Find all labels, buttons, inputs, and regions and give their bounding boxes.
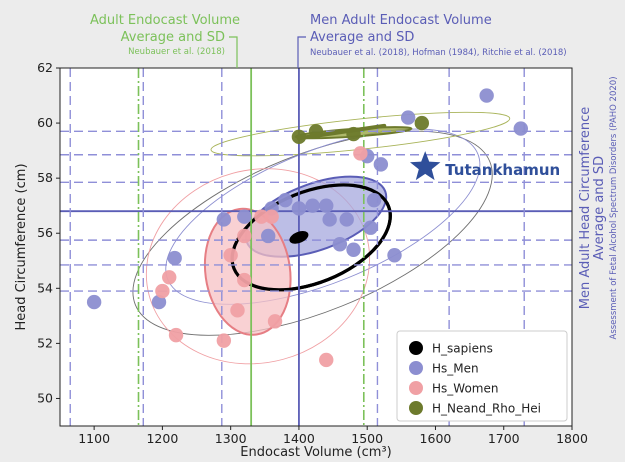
legend-entries: H_sapiens Hs_Men Hs_Women H_Neand_Rho_Hei [409, 341, 541, 416]
x-tick-label: 1300 [215, 431, 247, 446]
axis-ticks: 1100 1200 1300 1400 1500 1600 1700 1800 50 52 54 56… [37, 60, 588, 446]
x-tick-label: 1200 [146, 431, 178, 446]
point-hs-men [261, 228, 276, 244]
point-hs-men [387, 248, 402, 263]
x-tick-label: 1800 [556, 431, 588, 446]
adult-annotation-line1: Adult Endocast Volume [90, 13, 240, 28]
point-hs-men [400, 110, 416, 125]
y-axis-label: Head Circumference (cm) [14, 163, 29, 330]
y-tick-label: 56 [37, 225, 53, 240]
men-annotation-line2: Average and SD [310, 30, 414, 45]
point-hs-men [151, 294, 167, 310]
y-tick-label: 60 [37, 115, 53, 130]
point-hs-women [230, 303, 245, 318]
right-annotation-ref: Assessment of Fetal Alcohol Spectrum Dis… [609, 76, 619, 339]
sd-ellipse-hs-women-2sd [145, 168, 371, 365]
point-hs-women [353, 146, 368, 161]
right-annotation-line2: Average and SD [592, 156, 607, 260]
x-tick-label: 1400 [283, 431, 315, 446]
point-hs-women [155, 283, 170, 299]
tutankhamun-marker: Tutankhamun [410, 151, 560, 181]
point-hs-women [254, 209, 269, 224]
point-h-sapiens-mean [289, 231, 309, 244]
point-hs-women [162, 270, 177, 285]
point-hs-women [168, 327, 184, 343]
data-points [86, 88, 528, 368]
sd-ellipse-h-sapiens-outline [230, 183, 392, 292]
point-hs-women [264, 209, 279, 224]
x-tick-label: 1500 [351, 431, 383, 446]
x-tick-label: 1100 [78, 431, 110, 446]
men-endocast-annotation: Men Adult Endocast Volume Average and SD… [297, 13, 567, 68]
tutankhamun-label: Tutankhamun [445, 161, 560, 179]
tutankhamun-star-icon [410, 151, 441, 181]
point-hs-men [513, 121, 528, 136]
x-tick-label: 1700 [488, 431, 520, 446]
legend-label-hs-women: Hs_Women [432, 382, 498, 396]
y-tick-label: 52 [37, 335, 53, 350]
adult-annotation-ref: Neubauer et al. (2018) [128, 47, 225, 57]
legend-label-h-sapiens: H_sapiens [432, 342, 493, 356]
right-annotation-line1: Men Adult Head Circumference [578, 107, 593, 310]
adult-annotation-line2: Average and SD [121, 30, 225, 45]
point-hs-men [237, 209, 252, 224]
point-hs-men [339, 212, 354, 227]
point-hs-men [332, 237, 348, 252]
y-tick-label: 58 [37, 170, 53, 185]
point-hs-men [291, 201, 307, 216]
point-hs-women [319, 352, 334, 368]
legend: H_sapiens Hs_Men Hs_Women H_Neand_Rho_Hei [396, 330, 568, 422]
point-hs-men [167, 250, 182, 266]
legend-marker-h-sapiens [409, 341, 423, 355]
point-hs-men [86, 294, 102, 310]
point-hs-men [278, 192, 293, 208]
x-tick-label: 1600 [420, 431, 452, 446]
legend-marker-hs-women [409, 381, 423, 395]
legend-box [396, 330, 568, 422]
legend-label-hs-men: Hs_Men [432, 362, 479, 376]
y-tick-label: 54 [37, 280, 53, 295]
point-hs-men [366, 192, 382, 208]
y-tick-label: 62 [37, 60, 53, 75]
head-circumference-annotation: Men Adult Head Circumference Average and… [578, 76, 619, 339]
point-hs-women [267, 314, 283, 329]
point-hs-men [363, 220, 378, 235]
legend-label-h-neand-rho-hei: H_Neand_Rho_Hei [432, 402, 541, 416]
point-hs-women [237, 228, 252, 244]
y-tick-label: 50 [37, 390, 53, 405]
legend-marker-h-neand-rho-hei [409, 401, 423, 415]
neanderthal-trend-segment [296, 123, 387, 141]
point-hs-men [479, 88, 494, 103]
point-hs-men [216, 212, 232, 227]
adult-endocast-annotation: Adult Endocast Volume Average and SD Neu… [90, 13, 240, 68]
point-hs-men [373, 157, 389, 172]
point-hs-men [319, 198, 334, 213]
legend-marker-hs-men [409, 361, 423, 375]
sd-ellipse-h-sapiens-2sd [132, 130, 493, 336]
point-h-neand-rho-hei [414, 115, 430, 131]
point-hs-men [305, 198, 320, 213]
point-hs-women [216, 333, 232, 348]
point-hs-women [223, 248, 238, 263]
men-annotation-line1: Men Adult Endocast Volume [310, 13, 492, 28]
men-annotation-ref: Neubauer et al. (2018), Hofman (1984), R… [310, 48, 567, 58]
men-annotation-bracket [297, 36, 306, 68]
adult-annotation-bracket [229, 36, 238, 68]
point-hs-men [346, 242, 361, 257]
point-hs-men [322, 212, 337, 227]
point-hs-women [237, 272, 252, 288]
plot-frame [59, 67, 573, 427]
x-axis-label: Endocast Volume (cm³) [240, 445, 391, 460]
